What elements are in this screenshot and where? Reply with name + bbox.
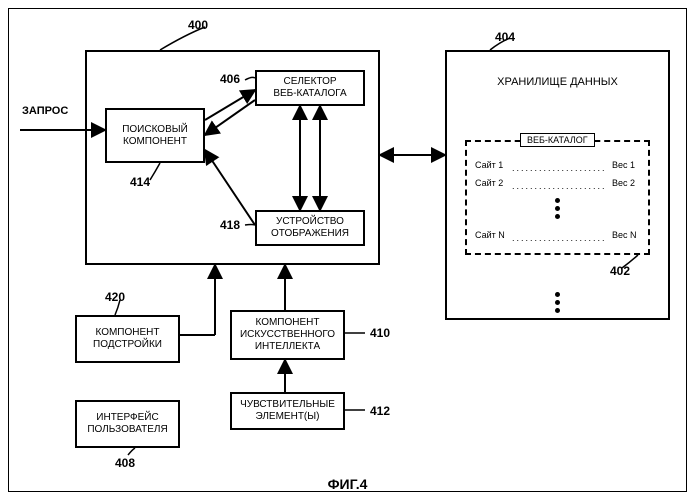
datastore-vdots [555,292,560,313]
ref-404: 404 [495,30,515,44]
catalog-site1: Сайт 1 [475,160,503,170]
ref-420: 420 [105,290,125,304]
catalog-w1: Вес 1 [612,160,635,170]
sensors-box: ЧУВСТВИТЕЛЬНЫЕ ЭЛЕМЕНТ(Ы) [230,392,345,430]
ref-412: 412 [370,404,390,418]
catalog-wN: Вес N [612,230,637,240]
ui-box: ИНТЕРФЕЙС ПОЛЬЗОВАТЕЛЯ [75,400,180,448]
ref-400: 400 [188,18,208,32]
ref-406: 406 [220,72,240,86]
catalog-dots2: ..................... [512,181,607,191]
catalog-siteN: Сайт N [475,230,505,240]
catalog-title: ВЕБ-КАТАЛОГ [520,133,595,147]
search-component: ПОИСКОВЫЙ КОМПОНЕНТ [105,108,205,163]
catalog-w2: Вес 2 [612,178,635,188]
selector-box: СЕЛЕКТОР ВЕБ-КАТАЛОГА [255,70,365,106]
ai-box: КОМПОНЕНТ ИСКУССТВЕННОГО ИНТЕЛЛЕКТА [230,310,345,360]
catalog-dotsN: ..................... [512,233,607,243]
query-label: ЗАПРОС [22,105,68,117]
ref-414: 414 [130,175,150,189]
catalog-dots1: ..................... [512,163,607,173]
ref-402: 402 [610,264,630,278]
ref-410: 410 [370,326,390,340]
ref-408: 408 [115,456,135,470]
figure-caption: ФИГ.4 [328,476,368,492]
catalog-site2: Сайт 2 [475,178,503,188]
ref-418: 418 [220,218,240,232]
tuning-box: КОМПОНЕНТ ПОДСТРОЙКИ [75,315,180,363]
catalog-vdots [555,198,560,219]
renderer-box: УСТРОЙСТВО ОТОБРАЖЕНИЯ [255,210,365,246]
